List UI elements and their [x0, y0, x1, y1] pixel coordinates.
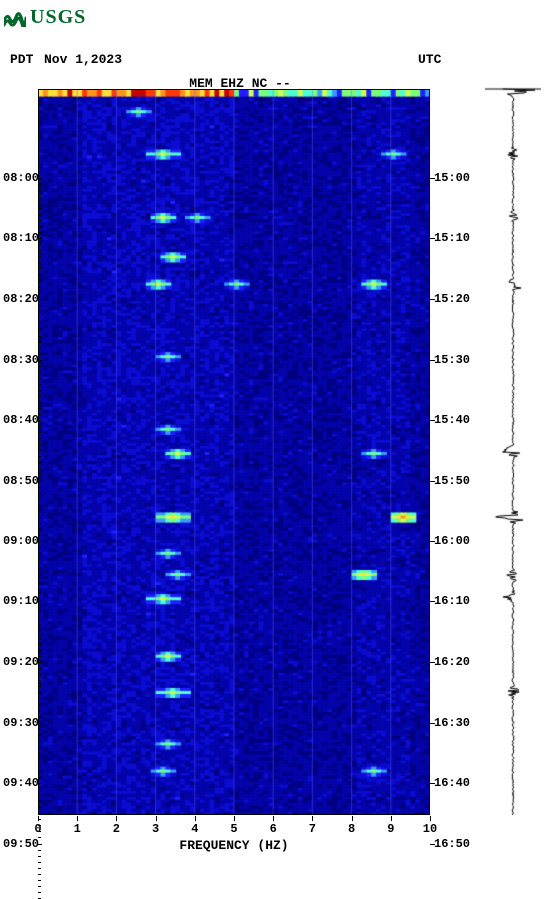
x-tick: 9 [387, 822, 394, 836]
y-tick-left: 09:30 [3, 716, 36, 730]
x-tick: 7 [309, 822, 316, 836]
page-root: USGS MEM EHZ NC -- (East Mammoth ) PDT N… [0, 0, 552, 893]
x-tick: 6 [270, 822, 277, 836]
spectrogram-canvas [38, 89, 430, 815]
y-tick-right: 15:20 [434, 292, 470, 306]
y-tick-left: 08:30 [3, 353, 36, 367]
x-tick: 4 [191, 822, 198, 836]
y-tick-right: 15:30 [434, 353, 470, 367]
x-tick: 3 [152, 822, 159, 836]
y-tick-right: 16:10 [434, 594, 470, 608]
wave-icon [4, 9, 26, 27]
x-tick: 5 [230, 822, 237, 836]
usgs-logo-text: USGS [30, 6, 86, 29]
y-tick-left: 09:40 [3, 776, 36, 790]
date-label: Nov 1,2023 [44, 52, 122, 67]
x-axis-label: FREQUENCY (HZ) [38, 838, 430, 853]
y-tick-right: 16:30 [434, 716, 470, 730]
y-tick-right: 16:40 [434, 776, 470, 790]
y-tick-right: 16:00 [434, 534, 470, 548]
seismogram-canvas [485, 80, 541, 820]
y-tick-left: 08:00 [3, 171, 36, 185]
y-tick-right: 15:40 [434, 413, 470, 427]
y-tick-right: 15:50 [434, 474, 470, 488]
y-tick-left: 08:20 [3, 292, 36, 306]
y-tick-right: 16:20 [434, 655, 470, 669]
y-tick-left: 09:20 [3, 655, 36, 669]
spectrogram-plot [38, 89, 430, 815]
y-tick-left: 08:40 [3, 413, 36, 427]
y-tick-left: 09:50 [3, 837, 36, 851]
seismogram-trace [485, 80, 541, 820]
y-tick-left: 09:10 [3, 594, 36, 608]
y-tick-left: 09:00 [3, 534, 36, 548]
y-tick-left: 08:50 [3, 474, 36, 488]
timezone-left: PDT [10, 52, 33, 67]
timezone-right: UTC [418, 52, 441, 67]
y-tick-right: 15:10 [434, 231, 470, 245]
usgs-logo: USGS [4, 6, 86, 29]
x-tick: 2 [113, 822, 120, 836]
y-tick-right: 16:50 [434, 837, 470, 851]
x-tick: 1 [74, 822, 81, 836]
y-tick-left: 08:10 [3, 231, 36, 245]
y-tick-right: 15:00 [434, 171, 470, 185]
x-tick: 10 [423, 822, 437, 836]
x-tick: 0 [34, 822, 41, 836]
x-tick: 8 [348, 822, 355, 836]
